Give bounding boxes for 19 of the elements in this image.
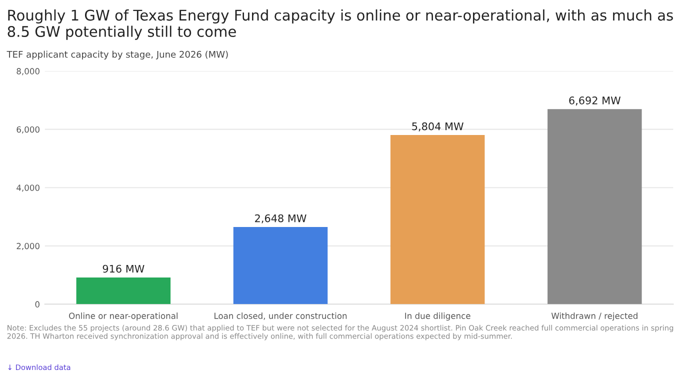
y-tick-label: 8,000 (16, 68, 40, 76)
bar (390, 135, 485, 304)
data-label: 2,648 MW (255, 214, 306, 224)
chart-title: Roughly 1 GW of Texas Energy Fund capacity is online or near-operational, with as much as 8.5 GW potentially still to come (8, 9, 673, 40)
bar (76, 277, 171, 304)
data-label: 916 MW (102, 264, 144, 273)
x-tick-label: In due diligence (405, 312, 470, 321)
y-tick-label: 0 (35, 301, 40, 308)
bar (548, 109, 642, 304)
y-tick-label: 2,000 (16, 242, 40, 250)
bar (233, 227, 328, 304)
x-tick-label: Loan closed, under construction (214, 312, 347, 320)
data-label: 6,692 MW (569, 96, 621, 106)
data-label: 5,804 MW (412, 122, 464, 132)
x-tick-label: Withdrawn / rejected (551, 312, 638, 321)
x-tick-label: Online or near-operational (69, 312, 178, 321)
y-tick-label: 4,000 (16, 184, 40, 192)
chart-subtitle: TEF applicant capacity by stage, June 2026 (MW) (6, 50, 228, 60)
y-tick-label: 6,000 (16, 126, 40, 134)
